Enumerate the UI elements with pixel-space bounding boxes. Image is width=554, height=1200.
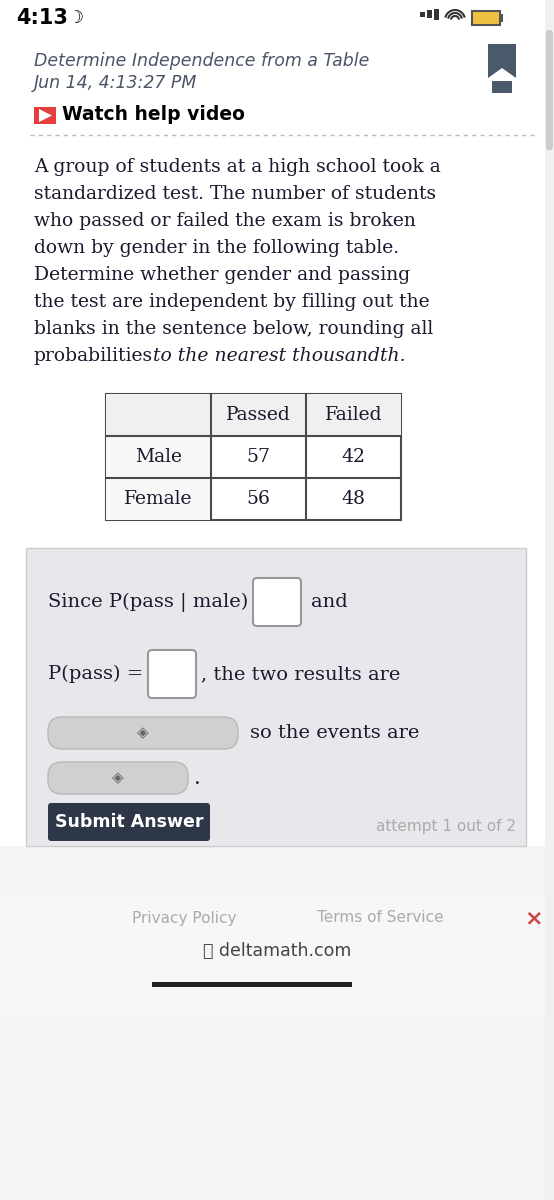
- Text: probabilities: probabilities: [34, 347, 153, 365]
- Text: 57: 57: [247, 448, 270, 466]
- Text: Female: Female: [124, 490, 193, 508]
- Text: Watch help video: Watch help video: [62, 106, 245, 125]
- Text: blanks in the sentence below, rounding all: blanks in the sentence below, rounding a…: [34, 320, 433, 338]
- FancyBboxPatch shape: [546, 30, 553, 150]
- FancyBboxPatch shape: [106, 478, 211, 520]
- FancyBboxPatch shape: [106, 394, 401, 436]
- Text: 48: 48: [341, 490, 366, 508]
- FancyBboxPatch shape: [34, 107, 56, 124]
- Text: ×: ×: [525, 908, 543, 928]
- Polygon shape: [39, 109, 52, 122]
- FancyBboxPatch shape: [106, 436, 211, 478]
- Text: attempt 1 out of 2: attempt 1 out of 2: [376, 818, 516, 834]
- FancyBboxPatch shape: [0, 846, 554, 1200]
- FancyBboxPatch shape: [420, 12, 425, 17]
- Text: and: and: [311, 593, 348, 611]
- FancyBboxPatch shape: [148, 650, 196, 698]
- Text: 🔒 deltamath.com: 🔒 deltamath.com: [203, 942, 351, 960]
- Polygon shape: [488, 44, 516, 78]
- Text: .: .: [194, 768, 201, 787]
- FancyBboxPatch shape: [500, 14, 503, 22]
- Text: , the two results are: , the two results are: [201, 665, 401, 683]
- Text: ◈: ◈: [137, 726, 149, 740]
- Text: Determine Independence from a Table: Determine Independence from a Table: [34, 52, 370, 70]
- Text: P(pass) =: P(pass) =: [48, 665, 143, 683]
- FancyBboxPatch shape: [152, 982, 352, 986]
- Text: A group of students at a high school took a: A group of students at a high school too…: [34, 158, 441, 176]
- Text: Since P(pass | male) =: Since P(pass | male) =: [48, 593, 271, 612]
- Text: Submit Answer: Submit Answer: [55, 814, 203, 830]
- FancyBboxPatch shape: [48, 716, 238, 749]
- FancyBboxPatch shape: [492, 80, 512, 92]
- FancyBboxPatch shape: [0, 896, 554, 1016]
- Text: Privacy Policy: Privacy Policy: [132, 911, 237, 925]
- FancyBboxPatch shape: [253, 578, 301, 626]
- Text: Male: Male: [135, 448, 182, 466]
- Text: Failed: Failed: [325, 406, 382, 424]
- Text: 56: 56: [247, 490, 270, 508]
- Text: to the nearest thousandth.: to the nearest thousandth.: [147, 347, 406, 365]
- FancyBboxPatch shape: [545, 0, 554, 1200]
- Text: ☽: ☽: [68, 8, 84, 26]
- FancyBboxPatch shape: [26, 548, 526, 846]
- Text: Passed: Passed: [226, 406, 291, 424]
- Text: ◈: ◈: [112, 770, 124, 786]
- Text: standardized test. The number of students: standardized test. The number of student…: [34, 185, 436, 203]
- FancyBboxPatch shape: [106, 394, 401, 520]
- Text: 4:13: 4:13: [16, 8, 68, 28]
- Text: so the events are: so the events are: [250, 724, 419, 742]
- FancyBboxPatch shape: [427, 10, 432, 18]
- Text: 42: 42: [341, 448, 366, 466]
- Text: the test are independent by filling out the: the test are independent by filling out …: [34, 293, 429, 311]
- Text: Jun 14, 4:13:27 PM: Jun 14, 4:13:27 PM: [34, 74, 197, 92]
- FancyBboxPatch shape: [472, 11, 500, 25]
- Text: who passed or failed the exam is broken: who passed or failed the exam is broken: [34, 212, 416, 230]
- FancyBboxPatch shape: [434, 8, 439, 20]
- Text: down by gender in the following table.: down by gender in the following table.: [34, 239, 399, 257]
- Text: Determine whether gender and passing: Determine whether gender and passing: [34, 266, 410, 284]
- Text: Terms of Service: Terms of Service: [317, 911, 444, 925]
- FancyBboxPatch shape: [48, 762, 188, 794]
- FancyBboxPatch shape: [48, 803, 210, 841]
